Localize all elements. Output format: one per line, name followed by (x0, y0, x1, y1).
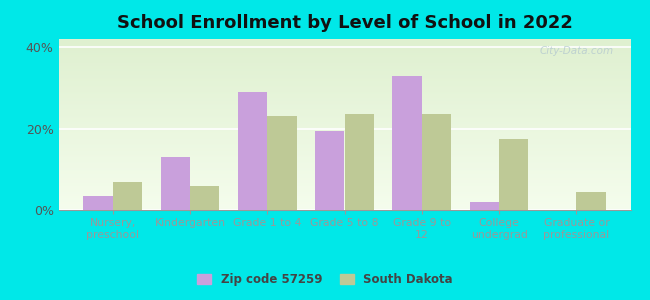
Title: School Enrollment by Level of School in 2022: School Enrollment by Level of School in … (116, 14, 573, 32)
Bar (112, 182, 142, 210)
Bar (577, 192, 606, 210)
Bar (267, 116, 296, 210)
Legend: Zip code 57259, South Dakota: Zip code 57259, South Dakota (192, 269, 458, 291)
Bar (161, 157, 190, 210)
Bar (315, 130, 344, 210)
Bar (344, 114, 374, 210)
Bar (83, 196, 112, 210)
Bar (238, 92, 267, 210)
Text: City-Data.com: City-Data.com (540, 46, 614, 56)
Bar (190, 186, 219, 210)
Bar (470, 202, 499, 210)
Bar (499, 139, 528, 210)
Bar (393, 76, 422, 210)
Bar (422, 114, 451, 210)
